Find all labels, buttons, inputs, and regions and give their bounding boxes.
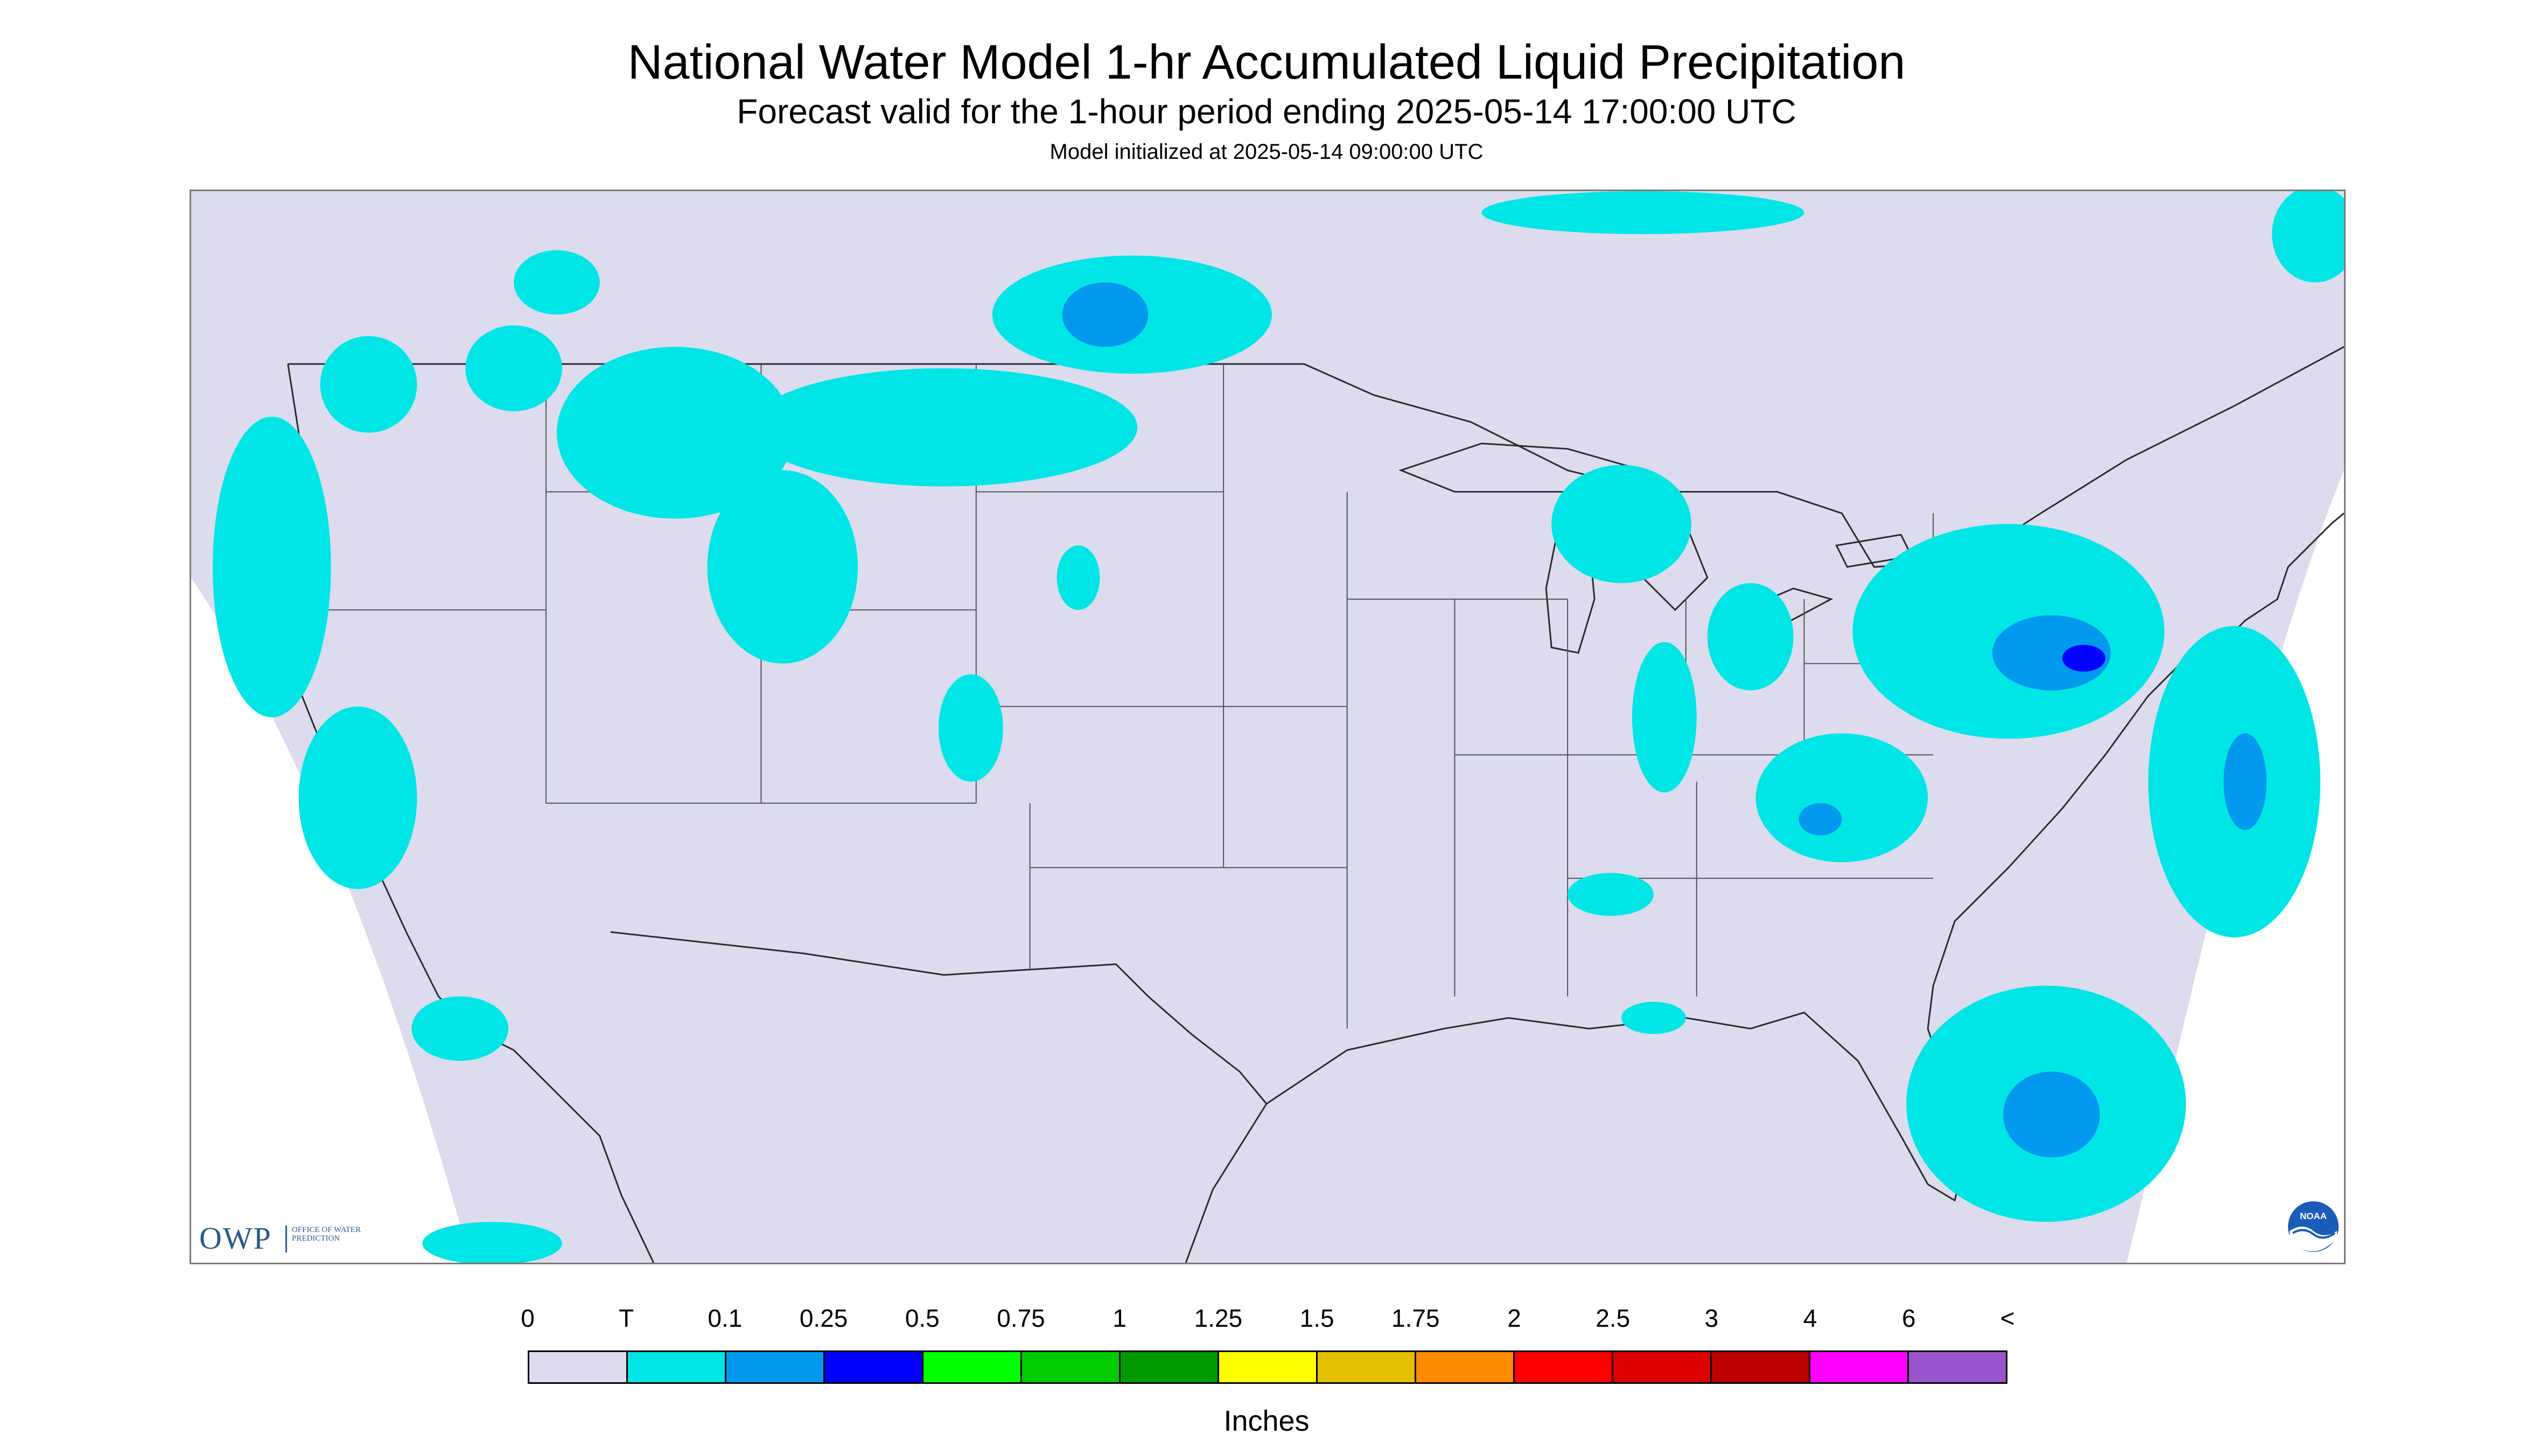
legend-swatch — [1022, 1352, 1121, 1382]
precip-alabama — [1568, 873, 1654, 916]
legend-swatch — [1515, 1352, 1613, 1382]
legend-swatch — [1219, 1352, 1318, 1382]
precipitation-areas — [212, 191, 2344, 1263]
legend-swatch — [1416, 1352, 1515, 1382]
precip-pacific-south — [422, 1222, 562, 1263]
legend-swatch — [825, 1352, 923, 1382]
precip-quebec — [1481, 191, 1804, 234]
precip-idaho-montana — [556, 347, 794, 519]
precip-florida-panhandle — [1621, 1002, 1686, 1034]
precip-ohio — [1707, 583, 1794, 691]
us-canada-border — [288, 346, 2344, 568]
precip-labrador — [2272, 191, 2344, 283]
legend-tick-label: 1.75 — [1391, 1304, 1440, 1332]
precip-appalachian — [1755, 733, 1928, 863]
legend-tick-label: 0.75 — [997, 1304, 1045, 1332]
legend-tick-label: 0.5 — [905, 1304, 940, 1332]
legend-tick-label: 4 — [1803, 1304, 1817, 1332]
legend-swatch — [1712, 1352, 1810, 1382]
precip-nyc-heavy — [2062, 645, 2105, 672]
precip-sask-core — [1062, 282, 1149, 347]
map-canvas — [191, 191, 2344, 1263]
precip-idaho-wyoming — [707, 470, 858, 664]
precip-puget-sound — [320, 336, 417, 433]
precipitation-legend: 0 T 0.1 0.25 0.5 0.75 1 1.25 1.5 1.75 2 2.5 3 4 6 < — [521, 1297, 2014, 1384]
legend-swatch — [1613, 1352, 1712, 1382]
us-mexico-border — [610, 931, 1268, 1104]
precip-bc-coast — [514, 250, 600, 315]
map-title: National Water Model 1-hr Accumulated Li… — [627, 36, 1906, 89]
precip-montana-band — [750, 368, 1138, 487]
legend-swatch — [628, 1352, 726, 1382]
precip-illinois — [1632, 642, 1697, 793]
precip-wa-interior — [465, 325, 562, 411]
legend-swatch — [1318, 1352, 1416, 1382]
noaa-logo-text: NOAA — [2300, 1211, 2327, 1221]
precip-california-offshore — [298, 706, 417, 890]
legend-swatch — [1909, 1352, 2006, 1382]
precip-pacific-nw — [212, 416, 331, 718]
precip-michigan — [1551, 465, 1691, 583]
precip-ny-core — [1992, 615, 2111, 691]
legend-tick-label: T — [619, 1304, 634, 1332]
precip-southeast-core — [2003, 1072, 2100, 1158]
precip-baja-offshore — [411, 996, 509, 1061]
noaa-logo-icon: NOAA — [2287, 1200, 2340, 1253]
legend-tick-label: < — [2000, 1304, 2015, 1332]
legend-swatch — [529, 1352, 628, 1382]
legend-tick-label: 1 — [1112, 1304, 1126, 1332]
legend-tick-label: 2.5 — [1596, 1304, 1631, 1332]
precip-nebraska — [1056, 545, 1100, 610]
legend-swatch — [1121, 1352, 1219, 1382]
legend-tick-label: 6 — [1902, 1304, 1916, 1332]
legend-swatch — [1810, 1352, 1909, 1382]
legend-tick-label: 2 — [1507, 1304, 1521, 1332]
legend-tick-label: 0.1 — [708, 1304, 743, 1332]
owp-logo-letters: OWP — [199, 1221, 272, 1256]
owp-logo-divider — [285, 1226, 287, 1252]
precip-atlantic-core — [2223, 733, 2267, 830]
precip-virginia-core — [1799, 803, 1842, 836]
legend-colorbar — [528, 1350, 2007, 1384]
legend-tick-label: 0 — [521, 1304, 535, 1332]
owp-logo-tagline: Office of Water Prediction — [292, 1226, 361, 1243]
map-subtitle: Forecast valid for the 1-hour period end… — [737, 92, 1796, 131]
model-init-time: Model initialized at 2025-05-14 09:00:00… — [1049, 140, 1484, 164]
legend-units-label: Inches — [1223, 1405, 1310, 1437]
legend-swatch — [726, 1352, 825, 1382]
precip-colorado — [938, 674, 1003, 782]
legend-tick-label: 1.5 — [1299, 1304, 1334, 1332]
legend-tick-label: 0.25 — [799, 1304, 848, 1332]
legend-tick-label: 3 — [1704, 1304, 1719, 1332]
legend-tick-label: 1.25 — [1194, 1304, 1243, 1332]
legend-swatch — [923, 1352, 1022, 1382]
precipitation-map — [190, 190, 2346, 1264]
